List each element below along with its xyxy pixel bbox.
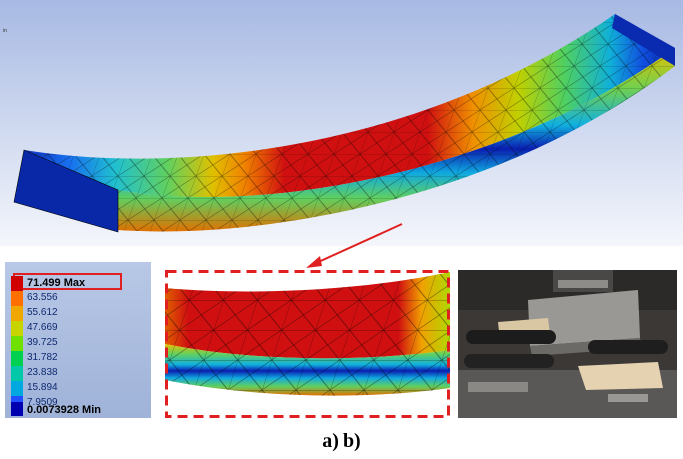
legend-label: 31.782 [27,352,58,363]
legend-entry: 15.894 [11,381,149,396]
fea-beam-render [0,0,683,246]
legend-label: 71.499 Max [27,277,86,289]
fea-beam-contour-panel: in [0,0,683,246]
legend-label: 47.669 [27,322,58,333]
legend-swatch [11,321,23,336]
legend-entry: 55.612 [11,306,149,321]
test-rig-illustration [458,270,677,418]
caption-part-b: b) [342,430,361,452]
legend-entry: 31.782 [11,351,149,366]
legend-entry: 71.499 Max [11,276,149,291]
legend-entry: 0.0073928 Min [11,402,149,416]
legend-entry: 23.838 [11,366,149,381]
legend-swatch [11,381,23,396]
legend-label: 39.725 [27,337,58,348]
stress-legend: 71.499 Max 63.556 55.612 47.669 39.725 3… [5,262,151,418]
legend-label: 55.612 [27,307,58,318]
zoomed-contour-view [165,270,450,418]
legend-swatch [11,306,23,321]
figure-caption: a) b) [0,430,683,453]
legend-swatch [11,402,23,416]
legend-entry: 39.725 [11,336,149,351]
legend-swatch [11,336,23,351]
legend-label: 0.0073928 Min [27,404,101,416]
corner-label: in [3,28,7,34]
legend-swatch [11,366,23,381]
bending-test-photo [458,270,677,418]
legend-label: 63.556 [27,292,58,303]
zoomed-mesh-render [165,270,450,418]
legend-label: 23.838 [27,367,58,378]
legend-swatch [11,276,23,291]
legend-swatch [11,351,23,366]
legend-entry: 47.669 [11,321,149,336]
zoom-arrow [306,223,403,268]
caption-part-a: a) [322,430,339,452]
legend-swatch [11,291,23,306]
legend-label: 15.894 [27,382,58,393]
legend-label: 7.9509 [27,397,58,408]
legend-entry: 63.556 [11,291,149,306]
